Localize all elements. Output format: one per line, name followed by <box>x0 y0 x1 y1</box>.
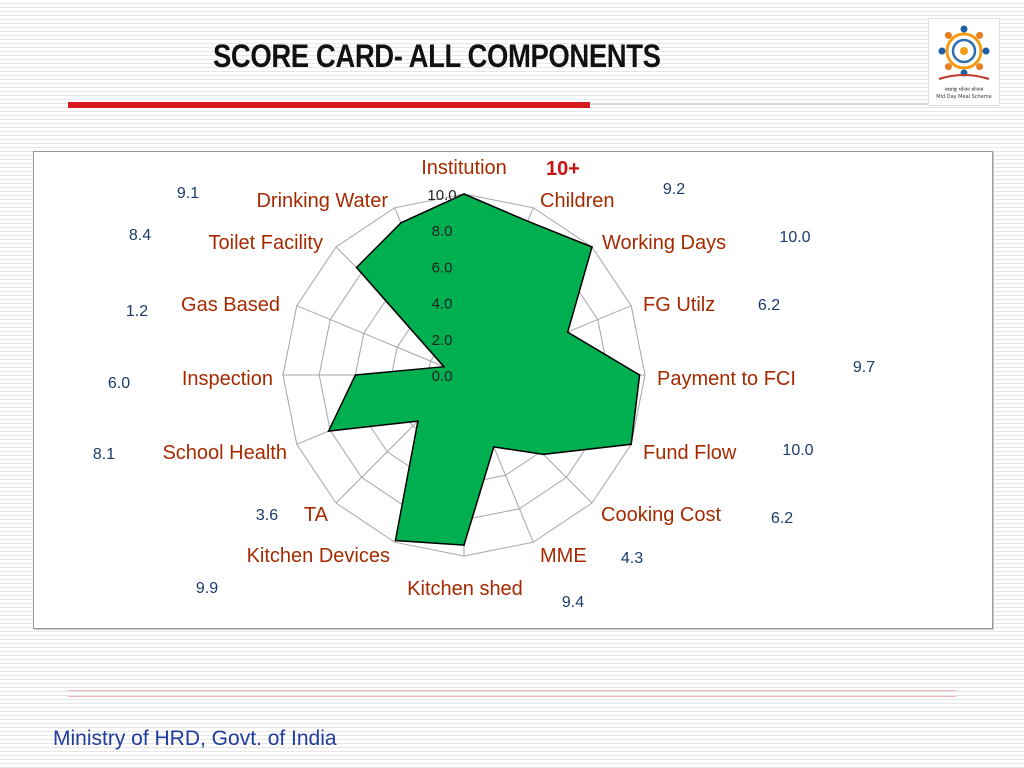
category-label: Inspection <box>182 368 273 390</box>
logo-caption-hindi: मध्याह्न भोजन योजना <box>944 87 984 93</box>
footer-divider-top <box>68 690 956 691</box>
value-label: 8.4 <box>129 227 151 244</box>
data-point-1 <box>526 220 529 222</box>
footer-divider-bottom <box>68 696 956 697</box>
spoke-13 <box>296 305 465 376</box>
category-label: Kitchen Devices <box>247 545 390 567</box>
value-label: 9.2 <box>663 181 685 198</box>
category-label: School Health <box>162 442 287 464</box>
value-label: 8.1 <box>93 446 115 463</box>
value-label: 6.2 <box>758 297 780 314</box>
data-point-7 <box>493 446 495 448</box>
r-tick-label: 2.0 <box>432 332 453 349</box>
data-point-9 <box>394 539 397 542</box>
category-label: Payment to FCI <box>657 368 796 390</box>
category-label: Drinking Water <box>256 190 388 212</box>
data-point-8 <box>463 544 465 546</box>
value-label: 6.0 <box>108 375 130 392</box>
category-label: Fund Flow <box>643 442 737 464</box>
category-label: MME <box>540 545 587 567</box>
data-point-13 <box>443 365 445 368</box>
value-label: 9.7 <box>853 359 875 376</box>
r-tick-label: 4.0 <box>432 296 453 313</box>
data-point-4 <box>638 374 641 376</box>
value-label: 6.2 <box>771 510 793 527</box>
slide-title: SCORE CARD- ALL COMPONENTS <box>213 38 661 74</box>
value-label: 9.4 <box>562 594 584 611</box>
data-point-0 <box>463 193 465 195</box>
r-tick-label: 6.0 <box>432 259 453 276</box>
data-point-12 <box>354 374 357 376</box>
category-label: Gas Based <box>181 294 280 316</box>
data-area-score <box>327 193 641 546</box>
footer-ministry-text: Ministry of HRD, Govt. of India <box>53 727 337 750</box>
category-label: FG Utilz <box>643 294 715 316</box>
data-point-3 <box>566 331 569 333</box>
value-label: 9.1 <box>177 185 199 202</box>
value-label: 10.0 <box>782 442 813 459</box>
data-point-11 <box>327 430 330 432</box>
people-circle-logo-icon <box>938 25 990 80</box>
data-point-5 <box>630 443 632 446</box>
value-label: 9.9 <box>196 580 218 597</box>
data-point-15 <box>400 222 402 224</box>
data-point-2 <box>591 246 593 248</box>
category-label: Kitchen shed <box>407 578 523 600</box>
category-label: Institution <box>421 157 507 179</box>
category-label: Toilet Facility <box>209 232 323 254</box>
title-underline-red <box>68 102 590 108</box>
mid-day-meal-logo: मध्याह्न भोजन योजना Mid Day Meal Scheme <box>928 18 1000 106</box>
data-point-10 <box>417 420 419 422</box>
logo-caption-english: Mid Day Meal Scheme <box>936 94 992 100</box>
data-point-14 <box>355 266 358 269</box>
value-label: 1.2 <box>126 303 148 320</box>
category-label: TA <box>304 504 329 526</box>
r-tick-label: 0.0 <box>432 368 453 385</box>
r-tick-label: 8.0 <box>432 223 453 240</box>
title-underline-grey <box>590 103 935 105</box>
value-label: 3.6 <box>256 507 278 524</box>
category-label: Working Days <box>602 232 726 254</box>
value-label: 10.0 <box>779 229 810 246</box>
category-label: Cooking Cost <box>601 504 722 526</box>
value-label: 10+ <box>546 158 580 180</box>
data-point-6 <box>542 453 545 456</box>
category-label: Children <box>540 190 614 212</box>
r-tick-label: 10.0 <box>427 187 456 204</box>
value-label: 4.3 <box>621 550 643 567</box>
